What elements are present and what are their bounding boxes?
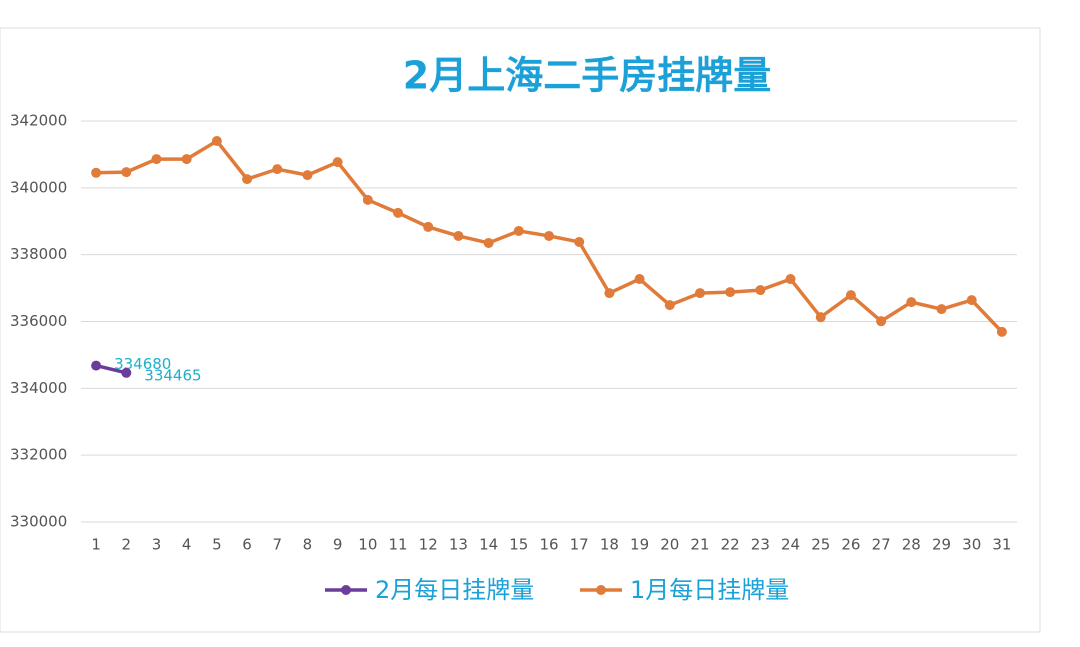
data-point — [725, 287, 736, 298]
data-point — [604, 288, 615, 299]
data-point — [91, 360, 102, 371]
data-point — [664, 300, 675, 311]
x-tick-label: 5 — [212, 536, 222, 554]
x-tick-label: 30 — [962, 536, 981, 554]
x-tick-label: 20 — [660, 536, 679, 554]
data-point — [272, 164, 283, 175]
data-point — [755, 285, 766, 296]
legend-label: 2月每日挂牌量 — [375, 576, 534, 604]
data-point — [181, 154, 192, 165]
x-tick-label: 4 — [182, 536, 192, 554]
x-tick-label: 22 — [721, 536, 740, 554]
chart-frame — [0, 27, 1041, 633]
y-tick-label: 336000 — [10, 312, 67, 330]
data-point — [845, 290, 856, 301]
data-point — [574, 236, 585, 247]
chart-title: 2月上海二手房挂牌量 — [403, 54, 771, 98]
x-tick-label: 17 — [570, 536, 589, 554]
x-tick-label: 18 — [600, 536, 619, 554]
y-tick-label: 334000 — [10, 379, 67, 397]
data-point — [483, 237, 494, 248]
data-point — [785, 274, 796, 285]
data-point — [393, 207, 404, 218]
data-point — [513, 225, 524, 236]
x-tick-label: 2 — [122, 536, 132, 554]
legend-label: 1月每日挂牌量 — [630, 576, 789, 604]
x-tick-label: 13 — [449, 536, 468, 554]
data-label: 334465 — [144, 366, 201, 384]
legend-marker — [596, 585, 606, 595]
data-point — [151, 154, 162, 165]
data-point — [423, 221, 434, 232]
data-point — [242, 174, 253, 185]
x-tick-label: 3 — [152, 536, 162, 554]
x-tick-label: 26 — [841, 536, 860, 554]
y-tick-label: 332000 — [10, 446, 67, 464]
x-tick-label: 21 — [690, 536, 709, 554]
data-point — [544, 230, 554, 241]
data-point — [332, 157, 343, 168]
x-tick-label: 27 — [872, 536, 891, 554]
data-point — [121, 167, 132, 178]
data-point — [936, 304, 947, 315]
data-point — [121, 367, 132, 378]
data-point — [966, 295, 977, 306]
x-tick-label: 8 — [303, 536, 313, 554]
data-point — [906, 297, 917, 308]
data-point — [211, 136, 222, 147]
data-point — [815, 312, 826, 323]
x-tick-label: 19 — [630, 536, 649, 554]
x-tick-label: 16 — [539, 536, 558, 554]
data-point — [302, 170, 313, 181]
x-tick-label: 14 — [479, 536, 498, 554]
data-point — [91, 167, 102, 178]
x-tick-label: 25 — [811, 536, 830, 554]
x-tick-label: 11 — [388, 536, 407, 554]
x-tick-label: 28 — [902, 536, 921, 554]
data-point — [634, 274, 645, 285]
data-point — [876, 316, 887, 327]
x-tick-label: 31 — [992, 536, 1011, 554]
x-tick-label: 12 — [419, 536, 438, 554]
y-tick-label: 338000 — [10, 245, 67, 263]
data-point — [694, 288, 705, 299]
data-point — [362, 194, 373, 205]
x-tick-label: 15 — [509, 536, 528, 554]
x-tick-label: 1 — [91, 536, 101, 554]
y-tick-label: 340000 — [10, 178, 67, 196]
series-line — [95, 363, 127, 375]
x-tick-label: 24 — [781, 536, 800, 554]
x-tick-label: 9 — [333, 536, 343, 554]
x-tick-label: 23 — [751, 536, 770, 554]
legend-marker — [341, 585, 351, 595]
data-point — [996, 326, 1007, 337]
x-tick-label: 29 — [932, 536, 951, 554]
x-tick-label: 10 — [358, 536, 377, 554]
y-tick-label: 330000 — [10, 513, 67, 531]
x-tick-label: 7 — [272, 536, 282, 554]
x-tick-label: 6 — [242, 536, 252, 554]
data-point — [453, 230, 464, 241]
y-tick-label: 342000 — [10, 112, 67, 130]
